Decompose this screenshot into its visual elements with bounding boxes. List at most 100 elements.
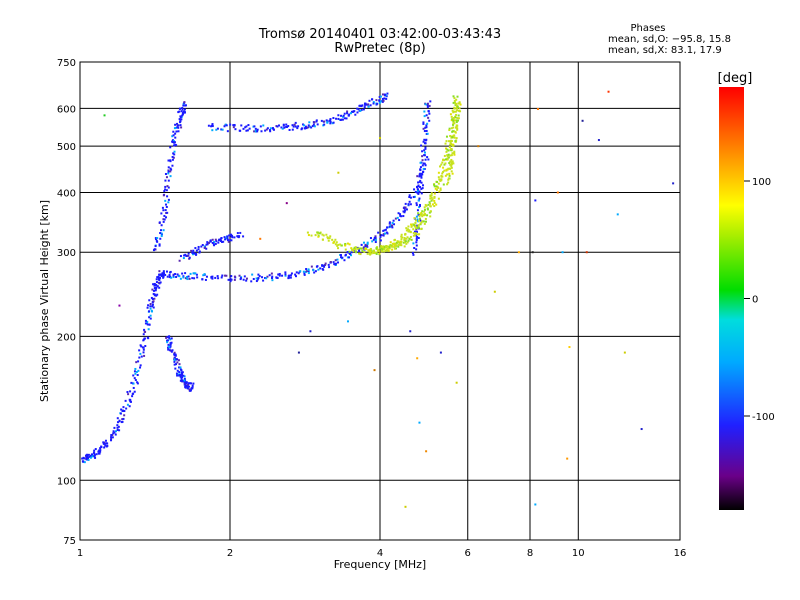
o-mode-point bbox=[180, 372, 183, 375]
o-mode-point bbox=[171, 158, 174, 161]
o-mode-point bbox=[348, 252, 351, 255]
o-mode-point bbox=[302, 270, 305, 273]
x-mode-point bbox=[433, 183, 436, 186]
o-mode-point bbox=[119, 412, 122, 415]
o-mode-point bbox=[299, 270, 302, 273]
o-mode-point bbox=[381, 97, 384, 100]
o-mode-point bbox=[284, 271, 287, 274]
x-mode-point bbox=[451, 136, 454, 139]
o-mode-point bbox=[423, 110, 426, 113]
o-mode-point bbox=[421, 155, 424, 158]
x-mode-point bbox=[383, 250, 386, 253]
o-mode-point bbox=[166, 275, 169, 278]
o-mode-point bbox=[155, 281, 158, 284]
o-mode-point bbox=[221, 274, 224, 277]
o-mode-point bbox=[360, 243, 363, 246]
o-mode-point bbox=[100, 445, 103, 448]
x-mode-point bbox=[433, 192, 436, 195]
o-mode-point bbox=[262, 124, 265, 127]
noise-point bbox=[455, 381, 458, 384]
o-mode-point bbox=[229, 277, 232, 280]
o-mode-point bbox=[399, 213, 402, 216]
o-mode-point bbox=[334, 259, 337, 262]
o-mode-point bbox=[284, 273, 287, 276]
o-mode-point bbox=[323, 123, 326, 126]
x-mode-point bbox=[454, 130, 457, 133]
o-mode-point bbox=[151, 298, 154, 301]
o-mode-point bbox=[209, 239, 212, 242]
o-mode-point bbox=[416, 175, 419, 178]
o-mode-point bbox=[177, 111, 180, 114]
o-mode-point bbox=[103, 442, 106, 445]
o-mode-point bbox=[161, 206, 164, 209]
o-mode-point bbox=[371, 98, 374, 101]
o-mode-point bbox=[265, 128, 268, 131]
o-mode-point bbox=[147, 328, 150, 331]
o-mode-point bbox=[153, 297, 156, 300]
o-mode-point bbox=[179, 124, 182, 127]
x-mode-point bbox=[337, 243, 340, 246]
x-mode-point bbox=[447, 156, 450, 159]
noise-point bbox=[672, 182, 675, 185]
o-mode-point bbox=[165, 176, 168, 179]
o-mode-point bbox=[85, 458, 88, 461]
o-mode-point bbox=[126, 403, 129, 406]
noise-point bbox=[416, 357, 419, 360]
x-mode-point bbox=[442, 166, 445, 169]
o-mode-point bbox=[289, 274, 292, 277]
o-mode-point bbox=[324, 264, 327, 267]
x-mode-point bbox=[453, 153, 456, 156]
o-mode-point bbox=[157, 277, 160, 280]
o-mode-point bbox=[429, 100, 432, 103]
x-mode-point bbox=[456, 105, 459, 108]
x-mode-point bbox=[378, 249, 381, 252]
o-mode-point bbox=[397, 212, 400, 215]
o-mode-point bbox=[93, 449, 96, 452]
x-mode-point bbox=[406, 228, 409, 231]
o-mode-point bbox=[245, 129, 248, 132]
x-mode-point bbox=[421, 220, 424, 223]
o-mode-point bbox=[168, 336, 171, 339]
o-mode-point bbox=[412, 196, 415, 199]
x-mode-point bbox=[454, 119, 457, 122]
o-mode-point bbox=[178, 363, 181, 366]
o-mode-point bbox=[189, 272, 192, 275]
o-mode-point bbox=[153, 293, 156, 296]
phase-header-x: mean, sd,X: 83.1, 17.9 bbox=[608, 45, 722, 56]
x-mode-point bbox=[403, 236, 406, 239]
o-mode-point bbox=[328, 266, 331, 269]
x-mode-point bbox=[376, 246, 379, 249]
x-mode-point bbox=[446, 157, 449, 160]
o-mode-point bbox=[169, 170, 172, 173]
o-mode-point bbox=[415, 248, 418, 251]
o-mode-point bbox=[307, 126, 310, 129]
o-mode-point bbox=[292, 125, 295, 128]
o-mode-point bbox=[164, 273, 167, 276]
o-mode-point bbox=[150, 296, 153, 299]
x-mode-point bbox=[453, 152, 456, 155]
o-mode-point bbox=[164, 209, 167, 212]
x-mode-point bbox=[449, 163, 452, 166]
o-mode-point bbox=[423, 167, 426, 170]
x-mode-point bbox=[437, 197, 440, 200]
o-mode-point bbox=[219, 239, 222, 242]
o-mode-point bbox=[179, 277, 182, 280]
o-mode-point bbox=[422, 121, 425, 124]
o-mode-point bbox=[416, 190, 419, 193]
o-mode-point bbox=[416, 219, 419, 222]
o-mode-point bbox=[164, 179, 167, 182]
o-mode-point bbox=[372, 101, 375, 104]
x-mode-point bbox=[429, 197, 432, 200]
o-mode-point bbox=[173, 141, 176, 144]
o-mode-point bbox=[104, 439, 107, 442]
x-mode-point bbox=[423, 208, 426, 211]
x-mode-point bbox=[453, 107, 456, 110]
o-mode-point bbox=[171, 140, 174, 143]
o-mode-point bbox=[214, 238, 217, 241]
o-mode-point bbox=[339, 254, 342, 257]
o-mode-point bbox=[164, 185, 167, 188]
o-mode-point bbox=[187, 383, 190, 386]
o-mode-point bbox=[177, 126, 180, 129]
o-mode-point bbox=[150, 309, 153, 312]
o-mode-point bbox=[211, 238, 214, 241]
